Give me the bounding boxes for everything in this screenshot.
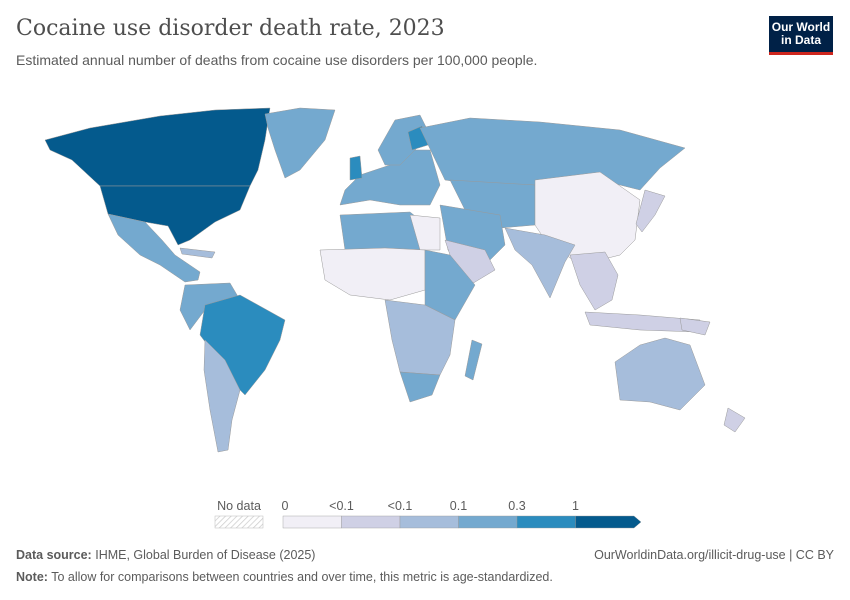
data-source-label: Data source: <box>16 548 92 562</box>
legend-tick-label: 1 <box>572 499 579 513</box>
map-region-new-zealand[interactable] <box>723 407 746 433</box>
legend-tick-label: <0.1 <box>388 499 413 513</box>
map-region-papua[interactable] <box>679 317 711 336</box>
map-region-caribbean[interactable] <box>179 247 216 259</box>
world-map[interactable] <box>0 90 850 490</box>
map-region-egypt[interactable] <box>409 214 441 251</box>
note-label: Note: <box>16 570 48 584</box>
chart-title: Cocaine use disorder death rate, 2023 <box>16 16 445 41</box>
legend-tick-label: 0.3 <box>508 499 525 513</box>
legend-tick-label: <0.1 <box>329 499 354 513</box>
map-region-southern-africa[interactable] <box>399 371 441 403</box>
legend-bin-4[interactable] <box>516 515 576 529</box>
legend-tick-label: 0 <box>282 499 289 513</box>
map-region-australia[interactable] <box>614 337 706 411</box>
map-region-south-asia[interactable] <box>504 227 576 299</box>
data-source: Data source: IHME, Global Burden of Dise… <box>16 548 315 562</box>
legend-bin-2[interactable] <box>399 515 459 529</box>
legend-bin-3[interactable] <box>458 515 518 529</box>
note: Note: To allow for comparisons between c… <box>16 570 553 584</box>
legend-bin-5[interactable] <box>575 515 642 529</box>
data-source-text: IHME, Global Burden of Disease (2025) <box>95 548 316 562</box>
legend-bin-1[interactable] <box>341 515 401 529</box>
logo-line-2: in Data <box>780 33 821 47</box>
map-region-uk[interactable] <box>349 155 363 181</box>
map-region-central-africa[interactable] <box>384 299 456 376</box>
legend-tick-label: 0.1 <box>450 499 467 513</box>
map-region-southern-cone[interactable] <box>203 339 241 453</box>
map-region-east-africa[interactable] <box>424 249 476 321</box>
legend-bin-0[interactable] <box>282 515 342 529</box>
legend: No data 0 <0.1 <0.1 0.1 0.3 1 <box>214 499 642 529</box>
map-region-madagascar[interactable] <box>464 339 483 381</box>
legend-no-data-label: No data <box>217 499 261 513</box>
map-region-japan-korea[interactable] <box>635 189 666 233</box>
map-region-mexico-central-america[interactable] <box>107 213 201 283</box>
map-region-canada[interactable] <box>44 107 271 187</box>
legend-no-data-swatch <box>214 515 264 529</box>
logo-line-1: Our World <box>771 20 831 34</box>
note-text: To allow for comparisons between countri… <box>51 570 553 584</box>
map-region-europe[interactable] <box>339 149 441 206</box>
map-region-greenland[interactable] <box>264 107 336 179</box>
owid-logo[interactable]: Our World in Data <box>769 16 833 55</box>
source-url-link[interactable]: OurWorldinData.org/illicit-drug-use | CC… <box>594 548 834 562</box>
map-region-southeast-asia[interactable] <box>569 251 619 311</box>
chart-subtitle: Estimated annual number of deaths from c… <box>16 52 538 68</box>
map-region-west-africa-sahel[interactable] <box>319 247 426 301</box>
